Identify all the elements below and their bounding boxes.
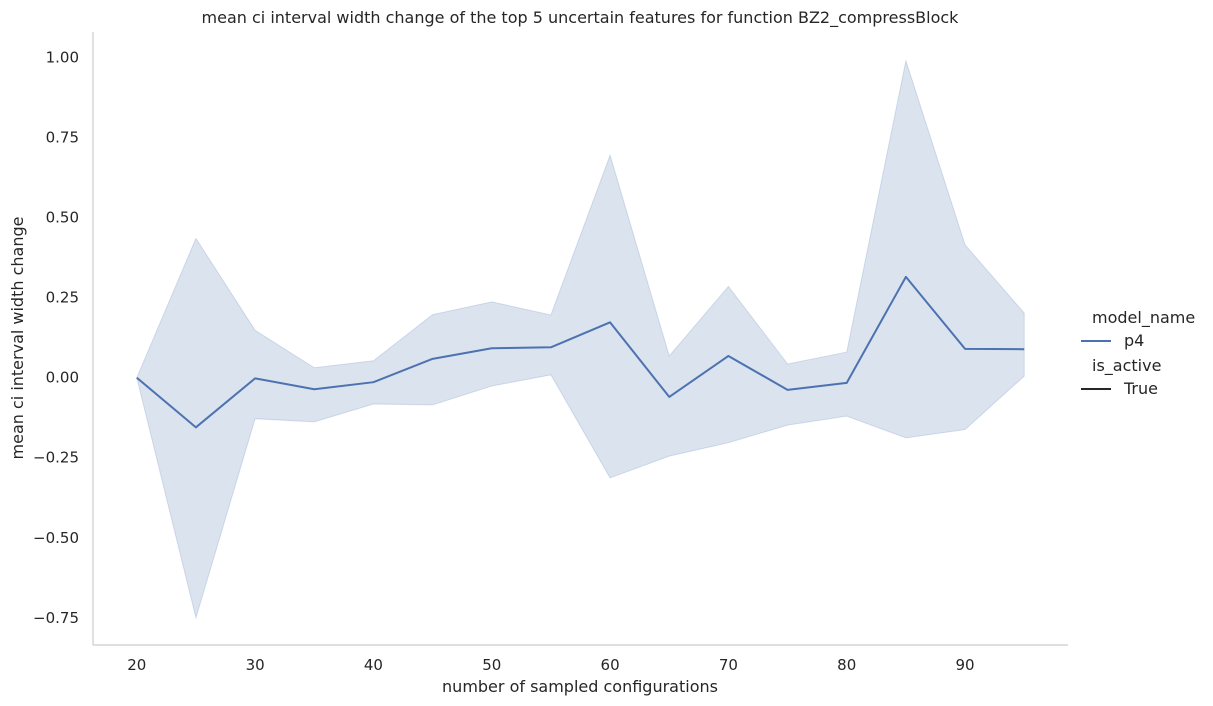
x-tick-label: 90 bbox=[956, 656, 975, 674]
y-ticks: −0.75 −0.50 −0.25 0.00 0.25 0.50 0.75 1.00 bbox=[33, 49, 79, 627]
x-tick-label: 60 bbox=[601, 656, 620, 674]
data-point-p4-60 bbox=[609, 321, 611, 323]
y-tick-label: −0.50 bbox=[33, 529, 79, 547]
chart-title: mean ci interval width change of the top… bbox=[202, 8, 960, 28]
legend-true-label: True bbox=[1123, 379, 1158, 398]
data-point-p4-40 bbox=[372, 381, 374, 383]
data-point-p4-45 bbox=[432, 358, 434, 360]
data-point-p4-20 bbox=[136, 377, 138, 379]
x-tick-label: 40 bbox=[364, 656, 383, 674]
data-point-p4-70 bbox=[727, 355, 729, 357]
x-tick-label: 70 bbox=[719, 656, 738, 674]
x-tick-label: 80 bbox=[837, 656, 856, 674]
x-tick-label: 30 bbox=[246, 656, 265, 674]
y-axis-label: mean ci interval width change bbox=[8, 217, 27, 460]
legend-style-title: is_active bbox=[1092, 356, 1161, 376]
data-point-p4-85 bbox=[905, 276, 907, 278]
data-point-p4-30 bbox=[254, 377, 256, 379]
data-point-p4-95 bbox=[1023, 348, 1025, 350]
x-axis-label: number of sampled configurations bbox=[442, 677, 718, 696]
data-point-p4-25 bbox=[195, 426, 197, 428]
y-tick-label: −0.75 bbox=[33, 609, 79, 627]
y-tick-label: 0.00 bbox=[46, 369, 79, 387]
plot-area bbox=[136, 58, 1025, 620]
x-tick-label: 20 bbox=[127, 656, 146, 674]
ci-band-p4 bbox=[136, 58, 1025, 620]
data-point-p4-90 bbox=[964, 348, 966, 350]
y-tick-label: −0.25 bbox=[33, 449, 79, 467]
x-tick-label: 50 bbox=[482, 656, 501, 674]
data-point-p4-75 bbox=[787, 389, 789, 391]
series-line-p4 bbox=[136, 275, 1025, 429]
y-tick-label: 1.00 bbox=[46, 49, 79, 67]
data-point-p4-35 bbox=[313, 388, 315, 390]
legend: model_name p4 is_active True bbox=[1081, 308, 1195, 398]
x-ticks: 20 30 40 50 60 70 80 90 bbox=[127, 656, 974, 674]
data-point-p4-80 bbox=[846, 382, 848, 384]
y-tick-label: 0.50 bbox=[46, 209, 79, 227]
legend-hue-title: model_name bbox=[1092, 308, 1195, 328]
y-tick-label: 0.75 bbox=[46, 129, 79, 147]
data-point-p4-65 bbox=[668, 396, 670, 398]
y-tick-label: 0.25 bbox=[46, 289, 79, 307]
legend-p4-label: p4 bbox=[1124, 331, 1144, 350]
data-point-p4-55 bbox=[550, 346, 552, 348]
data-point-p4-50 bbox=[491, 347, 493, 349]
